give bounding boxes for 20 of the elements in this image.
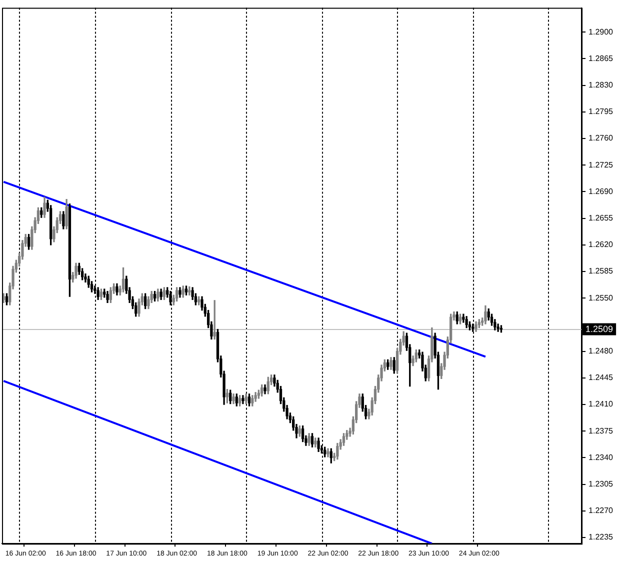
y-tick-label: 1.2865: [588, 54, 614, 63]
y-tick-label: 1.2830: [588, 80, 614, 90]
y-tick-label: 1.2655: [588, 214, 614, 223]
y-tick-label: 1.2410: [588, 400, 614, 409]
y-tick-label: 1.2375: [588, 426, 614, 436]
y-tick-label: 1.2270: [588, 506, 614, 516]
y-tick-label: 1.2795: [588, 107, 614, 116]
y-tick-label: 1.2550: [588, 293, 614, 302]
y-tick-label: 1.2480: [588, 346, 614, 356]
y-tick-label: 1.2235: [588, 532, 614, 542]
y-tick-label: 1.2900: [588, 27, 614, 36]
y-tick-label: 1.2445: [588, 373, 614, 382]
ref-line-label: 1.2509: [586, 324, 614, 334]
y-tick-label: 1.2620: [588, 240, 614, 250]
y-tick-label: 1.2690: [588, 186, 614, 196]
y-tick-label: 1.2760: [588, 134, 614, 143]
y-tick-label: 1.2585: [588, 266, 614, 276]
y-tick-label: 1.2725: [588, 160, 614, 170]
y-tick-label: 1.2340: [588, 452, 614, 462]
y-tick-label: 1.2305: [588, 480, 614, 489]
